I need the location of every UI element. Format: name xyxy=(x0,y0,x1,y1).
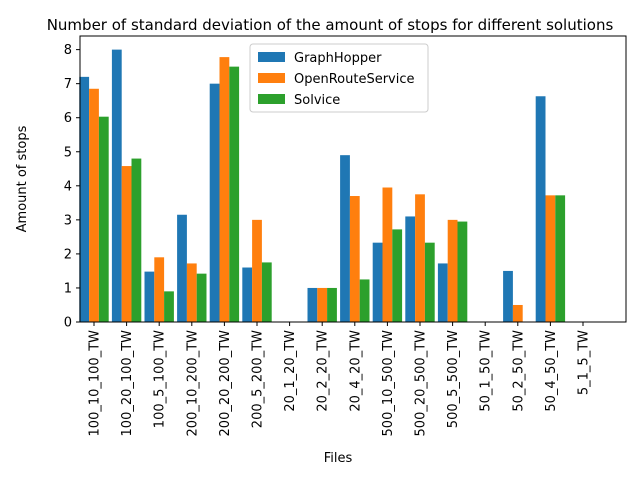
bar-solvice-20_4_20_TW xyxy=(359,279,370,322)
y-tick-label: 0 xyxy=(64,316,72,331)
x-tick-label: 500_10_500_TW xyxy=(381,330,396,437)
x-tick-label: 100_5_100_TW xyxy=(153,330,168,428)
bar-solvice-50_4_50_TW xyxy=(555,195,566,322)
x-tick-label: 50_1_50_TW xyxy=(479,330,494,412)
bar-graphhopper-200_20_200_TW xyxy=(209,83,220,322)
bar-graphhopper-200_10_200_TW xyxy=(177,214,187,322)
bar-openrouteservice-200_5_200_TW xyxy=(252,219,262,322)
bar-openrouteservice-200_10_200_TW xyxy=(186,263,197,322)
bar-openrouteservice-100_5_100_TW xyxy=(154,257,165,322)
x-tick-label: 200_20_200_TW xyxy=(218,330,233,437)
bar-openrouteservice-500_20_500_TW xyxy=(415,194,425,322)
bar-graphhopper-200_5_200_TW xyxy=(242,267,253,322)
bar-graphhopper-100_20_100_TW xyxy=(111,49,122,323)
y-tick-label: 8 xyxy=(64,43,72,58)
bar-openrouteservice-100_10_100_TW xyxy=(89,88,99,323)
bar-solvice-100_10_100_TW xyxy=(98,116,109,322)
bar-solvice-200_20_200_TW xyxy=(229,66,240,322)
bar-graphhopper-20_2_20_TW xyxy=(307,287,318,322)
x-tick-label: 20_1_20_TW xyxy=(283,330,298,412)
legend-label-solvice: Solvice xyxy=(294,93,340,108)
x-tick-label: 500_20_500_TW xyxy=(414,330,429,437)
x-tick-label: 50_4_50_TW xyxy=(544,330,559,412)
y-tick-label: 6 xyxy=(64,111,72,126)
x-tick-label: 100_20_100_TW xyxy=(120,330,135,437)
bar-solvice-200_10_200_TW xyxy=(196,273,207,322)
bar-graphhopper-500_5_500_TW xyxy=(437,263,448,322)
x-tick-label: 200_5_200_TW xyxy=(251,330,266,428)
bar-graphhopper-50_4_50_TW xyxy=(535,96,546,322)
x-tick-label: 500_5_500_TW xyxy=(446,330,461,428)
y-axis: 0 1 2 3 4 5 6 7 8 xyxy=(64,43,80,331)
bar-solvice-100_5_100_TW xyxy=(164,291,174,322)
bar-openrouteservice-50_2_50_TW xyxy=(512,304,523,322)
bar-openrouteservice-500_5_500_TW xyxy=(447,219,458,322)
y-axis-label: Amount of stops xyxy=(15,125,30,232)
legend-label-graphhopper: GraphHopper xyxy=(294,51,382,66)
bar-openrouteservice-500_10_500_TW xyxy=(382,187,393,322)
x-tick-label: 50_2_50_TW xyxy=(511,330,526,412)
x-tick-label: 200_10_200_TW xyxy=(185,330,200,437)
bar-graphhopper-20_4_20_TW xyxy=(340,155,350,322)
y-tick-label: 7 xyxy=(64,77,72,92)
y-tick-label: 5 xyxy=(64,145,72,160)
bar-graphhopper-50_2_50_TW xyxy=(503,270,513,322)
x-axis-label: Files xyxy=(324,451,353,466)
bar-openrouteservice-20_2_20_TW xyxy=(317,287,328,322)
bar-solvice-500_10_500_TW xyxy=(392,229,403,322)
bar-solvice-500_5_500_TW xyxy=(457,221,468,322)
plot-area xyxy=(79,49,566,323)
bar-openrouteservice-200_20_200_TW xyxy=(219,57,230,323)
bar-openrouteservice-100_20_100_TW xyxy=(121,166,132,322)
legend-swatch-graphhopper xyxy=(258,52,285,62)
y-tick-label: 4 xyxy=(64,179,72,194)
bar-openrouteservice-50_4_50_TW xyxy=(545,195,556,322)
bar-solvice-100_20_100_TW xyxy=(131,158,142,322)
y-tick-label: 1 xyxy=(64,281,72,296)
x-tick-label: 20_4_20_TW xyxy=(348,330,363,412)
bar-graphhopper-100_10_100_TW xyxy=(79,76,90,322)
bar-graphhopper-500_10_500_TW xyxy=(372,242,383,322)
x-tick-label: 100_10_100_TW xyxy=(88,330,103,437)
bar-solvice-20_2_20_TW xyxy=(327,287,337,322)
legend: GraphHopper OpenRouteService Solvice xyxy=(249,43,429,113)
plot-frame xyxy=(79,35,627,323)
y-tick-label: 2 xyxy=(64,247,72,262)
y-tick-label: 3 xyxy=(64,213,72,228)
x-tick-label: 5_1_5_TW xyxy=(577,330,592,395)
legend-swatch-solvice xyxy=(258,94,285,104)
legend-swatch-openrouteservice xyxy=(258,73,285,83)
x-axis: 100_10_100_TW 100_20_100_TW 100_5_100_TW 20… xyxy=(88,322,592,436)
bar-graphhopper-100_5_100_TW xyxy=(144,271,155,322)
bar-graphhopper-500_20_500_TW xyxy=(405,216,416,322)
chart-title: Number of standard deviation of the amou… xyxy=(47,16,614,34)
x-tick-label: 20_2_20_TW xyxy=(316,330,331,412)
bar-solvice-200_5_200_TW xyxy=(261,262,272,322)
legend-label-openrouteservice: OpenRouteService xyxy=(294,72,415,87)
bar-openrouteservice-20_4_20_TW xyxy=(349,196,360,322)
legend-box xyxy=(249,43,429,113)
bar-solvice-500_20_500_TW xyxy=(424,242,435,322)
